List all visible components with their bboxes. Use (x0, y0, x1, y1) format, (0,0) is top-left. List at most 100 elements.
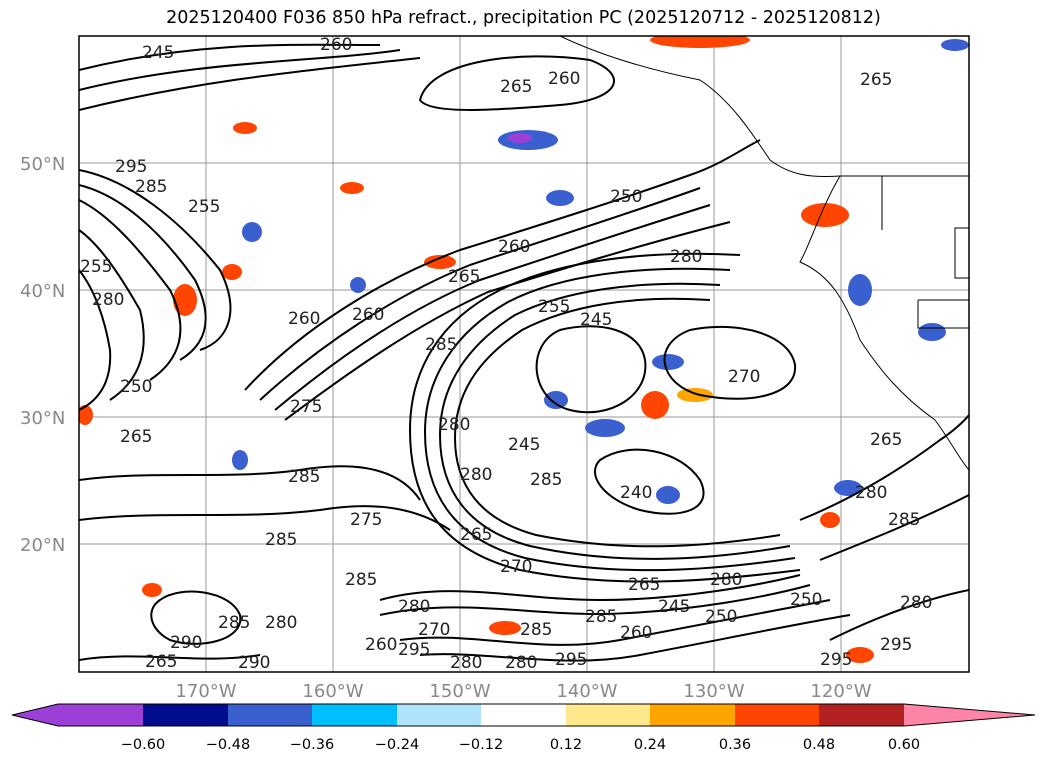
contour-line (79, 199, 182, 381)
precip-shading (79, 36, 969, 663)
contour-line (79, 229, 145, 401)
contour-label: 245 (508, 435, 540, 455)
colorbar-segment (228, 704, 312, 726)
contour-label: 285 (265, 530, 297, 550)
contour-label: 275 (290, 397, 322, 417)
contour-label: 250 (790, 590, 822, 610)
latitude-labels: 50°N 40°N 30°N 20°N (20, 154, 65, 556)
precip-blob (508, 133, 532, 143)
precip-blob (546, 190, 574, 206)
contour-label: 260 (548, 69, 580, 89)
precip-blob (641, 391, 669, 419)
contour-line (79, 505, 451, 531)
precip-blob (340, 182, 364, 194)
contour-label: 265 (860, 70, 892, 90)
colorbar-segment (735, 704, 819, 726)
colorbar-segment (397, 704, 481, 726)
contour-label: 280 (398, 597, 430, 617)
contour-label: 280 (265, 613, 297, 633)
contour-label: 295 (398, 640, 430, 660)
contour-label: 290 (170, 633, 202, 653)
precip-blob (489, 621, 521, 635)
contour-label: 245 (658, 597, 690, 617)
precip-blob (242, 222, 262, 242)
contour-line (379, 574, 801, 602)
contour-line (423, 267, 796, 572)
colorbar-segment (58, 704, 143, 726)
contour-label: 260 (365, 635, 397, 655)
coastlines (559, 36, 969, 471)
colorbar-tick: 0.24 (634, 737, 666, 753)
colorbar-tick: 0.36 (719, 737, 751, 753)
refractivity-contours (79, 43, 969, 662)
contour-line (79, 169, 232, 351)
colorbar-tick: 0.12 (550, 737, 582, 753)
coastline-us-mexico (799, 175, 969, 471)
contour-label: 270 (418, 620, 450, 640)
precip-blob (544, 391, 568, 409)
contour-label: 245 (580, 310, 612, 330)
precip-blob (656, 486, 680, 504)
precip-blob (834, 480, 862, 496)
contour-label: 260 (498, 237, 530, 257)
contour-line (79, 269, 112, 411)
colorbar-tick: 0.48 (803, 737, 835, 753)
contour-label: 270 (500, 557, 532, 577)
contour-label: 265 (448, 267, 480, 287)
contour-label: 265 (460, 525, 492, 545)
colorbar-segment (481, 704, 566, 726)
contour-line (244, 139, 761, 391)
map-frame (78, 35, 970, 673)
contour-label: 280 (900, 593, 932, 613)
longitude-labels: 170°W 160°W 150°W 140°W 130°W 120°W (175, 681, 871, 702)
coastline-alaska-canada (559, 36, 969, 178)
colorbar-tick: −0.12 (459, 737, 503, 753)
contour-label: 280 (505, 653, 537, 673)
colorbar-tick: −0.48 (206, 737, 250, 753)
precip-blob (801, 203, 849, 227)
colorbar-extend-high (904, 704, 1035, 726)
contour-label: 260 (352, 305, 384, 325)
contour-label: 295 (555, 650, 587, 670)
contour-line (799, 414, 969, 521)
precip-blob (585, 419, 625, 437)
lon-label: 150°W (429, 681, 490, 702)
contour-line (663, 326, 797, 400)
contour-label: 260 (620, 623, 652, 643)
contour-line (79, 49, 401, 91)
contour-label: 250 (610, 187, 642, 207)
contour-line (453, 297, 781, 548)
lon-label: 130°W (683, 681, 744, 702)
colorbar-segment (650, 704, 735, 726)
contour-label: 280 (460, 465, 492, 485)
contour-line (594, 448, 705, 515)
colorbar-tick: 0.60 (888, 737, 920, 753)
precip-blob (173, 284, 197, 316)
contour-label: 250 (705, 607, 737, 627)
contour-label: 280 (450, 653, 482, 673)
contour-label: 265 (628, 575, 660, 595)
precip-blob (677, 388, 713, 402)
lat-label: 30°N (20, 408, 65, 429)
contour-label: 285 (520, 620, 552, 640)
lat-label: 50°N (20, 154, 65, 175)
contour-label: 280 (855, 483, 887, 503)
lon-label: 170°W (175, 681, 236, 702)
colorbar-segment (819, 704, 904, 726)
precip-blob (848, 274, 872, 306)
precip-blob (918, 323, 946, 341)
graticule (79, 36, 969, 672)
contour-line (79, 465, 421, 501)
contour-label: 270 (728, 367, 760, 387)
contour-label: 265 (145, 652, 177, 672)
contour-label: 240 (620, 483, 652, 503)
contour-line (438, 282, 791, 560)
contour-label: 265 (120, 427, 152, 447)
contour-label: 295 (880, 635, 912, 655)
contour-line (419, 614, 851, 662)
contour-line (79, 184, 207, 361)
contour-label: 285 (585, 607, 617, 627)
map-title: 2025120400 F036 850 hPa refract., precip… (166, 8, 881, 28)
precip-blob (222, 264, 242, 280)
precip-blob (424, 255, 456, 269)
